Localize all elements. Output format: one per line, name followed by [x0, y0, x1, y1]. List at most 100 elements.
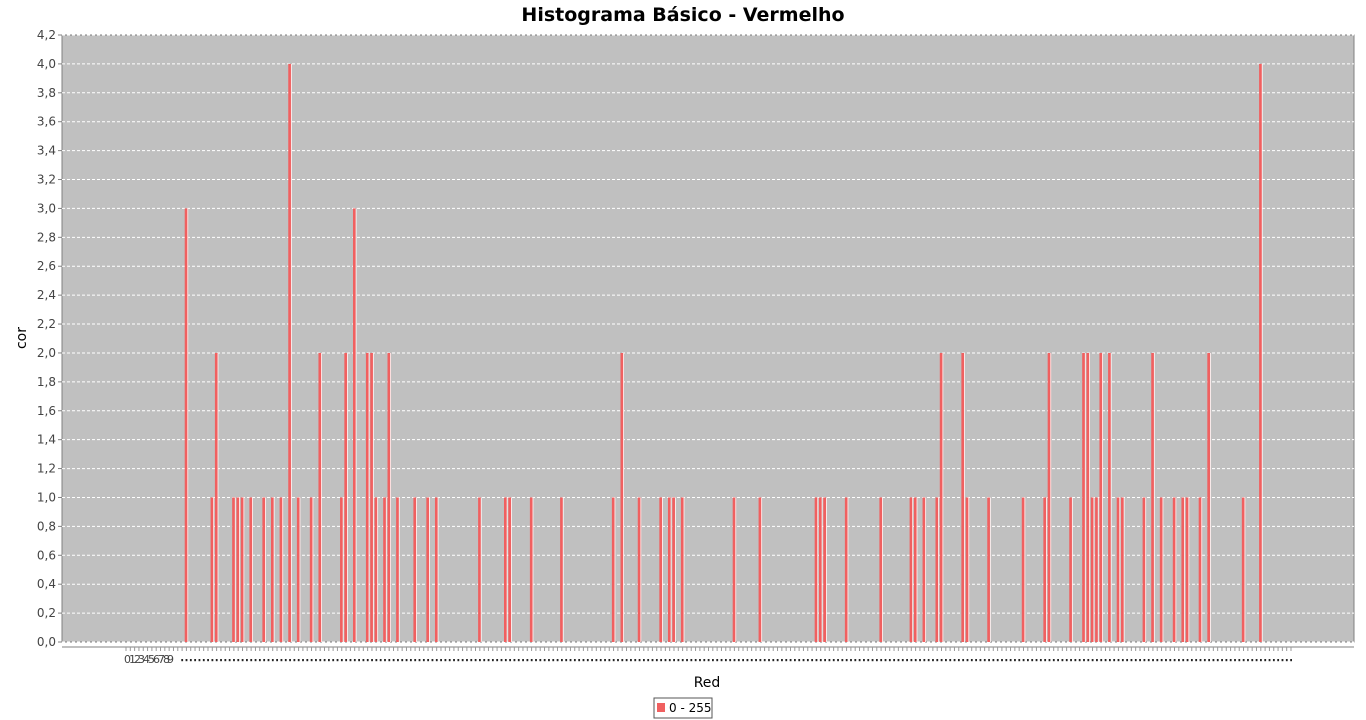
y-tick-label: 2,6: [37, 259, 56, 273]
bar: [529, 497, 534, 642]
x-tick-label-truncated: [315, 659, 317, 662]
x-tick-label-truncated: [1052, 659, 1055, 662]
bar: [352, 208, 357, 642]
x-tick-label-truncated: [802, 659, 805, 662]
x-tick-label-truncated: [565, 659, 568, 662]
bar-fill: [961, 352, 965, 642]
x-tick-label-truncated: [194, 659, 197, 662]
x-tick-label: 3: [138, 653, 145, 666]
y-tick-label: 0,4: [37, 577, 56, 591]
x-tick-label-truncated: [716, 659, 719, 662]
legend-box: [653, 697, 713, 719]
x-tick-label: 9: [167, 653, 174, 666]
x-tick-label-truncated: [625, 659, 628, 662]
bar-fill: [296, 497, 301, 642]
x-tick-label-truncated: [491, 659, 494, 662]
bar: [288, 63, 292, 642]
x-tick-label-truncated: [949, 659, 952, 662]
bar-fill: [667, 497, 672, 642]
bar-fill: [1095, 497, 1099, 642]
x-tick-label-truncated: [893, 659, 896, 662]
bar-fill: [210, 497, 214, 642]
legend: 0 - 255: [653, 697, 713, 719]
x-tick-label-truncated: [185, 659, 188, 662]
bar-fill: [922, 497, 926, 642]
x-tick-label-truncated: [927, 659, 930, 662]
bar-fill: [1142, 497, 1146, 642]
bar: [1259, 63, 1263, 642]
bar-fill: [939, 352, 944, 642]
bar-fill: [318, 352, 322, 642]
x-tick-label-truncated: [746, 659, 749, 662]
x-tick-label-truncated: [1026, 659, 1029, 662]
x-tick-label-truncated: [392, 659, 395, 662]
bar-fill: [1172, 497, 1177, 642]
bar: [1086, 352, 1091, 642]
bar-fill: [965, 497, 970, 642]
x-tick-label-truncated: [479, 659, 481, 662]
x-tick-label-truncated: [340, 659, 343, 662]
x-tick-label-truncated: [720, 659, 723, 662]
x-tick-label-truncated: [198, 659, 201, 662]
x-tick-label-truncated: [759, 659, 762, 662]
bar: [1159, 497, 1164, 642]
x-tick-label-truncated: [1203, 659, 1206, 662]
x-tick-label-truncated: [466, 659, 468, 662]
bar-fill: [374, 497, 378, 642]
x-tick-label: 4: [143, 653, 150, 666]
x-tick-label-truncated: [1169, 659, 1172, 662]
x-tick-label-truncated: [1039, 659, 1042, 662]
x-tick-label-truncated: [785, 659, 788, 662]
bar: [680, 497, 685, 642]
x-tick-label-truncated: [621, 659, 624, 662]
x-tick-label-truncated: [556, 659, 559, 662]
x-tick-label-truncated: [276, 659, 279, 662]
x-tick-label-truncated: [1238, 659, 1241, 662]
y-tick-label: 1,2: [37, 462, 56, 476]
x-tick-label-truncated: [591, 659, 593, 662]
y-tick-label: 2,4: [37, 288, 56, 302]
x-tick-label-truncated: [470, 659, 473, 662]
x-tick-label-truncated: [371, 659, 373, 662]
bar-fill: [370, 352, 374, 642]
x-tick-label-truncated: [1259, 659, 1262, 662]
bar-fill: [340, 497, 344, 642]
x-tick-label-truncated: [776, 659, 779, 662]
bar: [1047, 352, 1052, 642]
x-tick-label-truncated: [686, 659, 688, 662]
bar: [1185, 497, 1190, 642]
x-tick-label: 7: [158, 653, 165, 666]
x-tick-label-truncated: [543, 659, 546, 662]
x-tick-label-truncated: [1057, 659, 1059, 662]
x-tick-label-truncated: [1001, 659, 1003, 662]
x-tick-label-truncated: [250, 659, 253, 662]
bar: [1069, 497, 1073, 642]
bar-fill: [232, 497, 236, 642]
x-tick-label-truncated: [246, 659, 248, 662]
x-tick-label-truncated: [1087, 659, 1090, 662]
x-tick-label-truncated: [1065, 659, 1068, 662]
x-tick-label-truncated: [742, 659, 745, 662]
bar-fill: [236, 497, 240, 642]
x-tick-label-truncated: [345, 659, 348, 662]
bar-fill: [1185, 497, 1190, 642]
x-tick-label-truncated: [1264, 659, 1267, 662]
x-tick-label-truncated: [513, 659, 516, 662]
x-tick-label-truncated: [289, 659, 291, 662]
x-tick-label-truncated: [375, 659, 378, 662]
gridlines: [62, 34, 1354, 643]
bar-fill: [732, 497, 737, 642]
x-tick-label-truncated: [271, 659, 274, 662]
bar-fill: [352, 208, 357, 642]
x-tick-label-truncated: [233, 659, 235, 662]
x-tick-label-truncated: [828, 659, 831, 662]
bar-fill: [279, 497, 284, 642]
x-tick-label-truncated: [457, 659, 460, 662]
x-tick-label-truncated: [604, 659, 606, 662]
x-tick-label-truncated: [405, 659, 408, 662]
x-tick-label-truncated: [366, 659, 369, 662]
x-tick-label-truncated: [612, 659, 615, 662]
bar: [961, 352, 965, 642]
bar: [637, 497, 642, 642]
